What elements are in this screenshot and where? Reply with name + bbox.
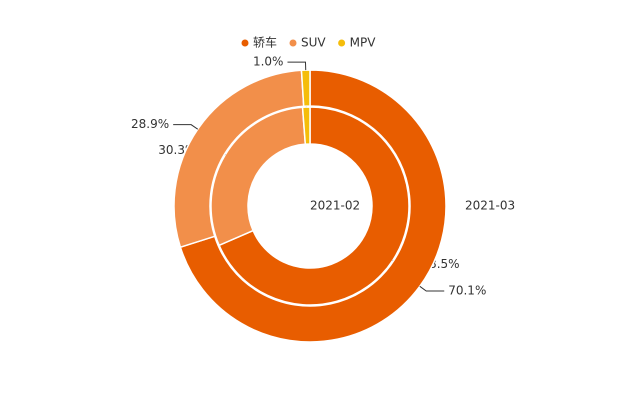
leader-line xyxy=(419,285,445,292)
ring-label: 2021-03 xyxy=(465,199,515,213)
value-label: 28.9% xyxy=(131,117,169,131)
leader-line xyxy=(287,61,307,71)
donut-slice xyxy=(218,106,410,306)
legend-marker xyxy=(289,39,297,47)
legend-marker xyxy=(241,39,249,47)
donut-slice xyxy=(301,106,311,145)
legend-label: SUV xyxy=(301,36,326,50)
donut-slice xyxy=(300,69,311,107)
donut-slice xyxy=(179,69,447,343)
ring-label: 2021-02 xyxy=(310,199,360,213)
value-label: 1.0% xyxy=(253,55,284,69)
donut-slice xyxy=(210,106,307,247)
leader-line xyxy=(173,124,199,130)
legend-label: MPV xyxy=(350,36,377,50)
legend-label: 轿车 xyxy=(253,35,277,50)
value-label: 70.1% xyxy=(448,284,486,298)
legend-marker xyxy=(338,39,346,47)
